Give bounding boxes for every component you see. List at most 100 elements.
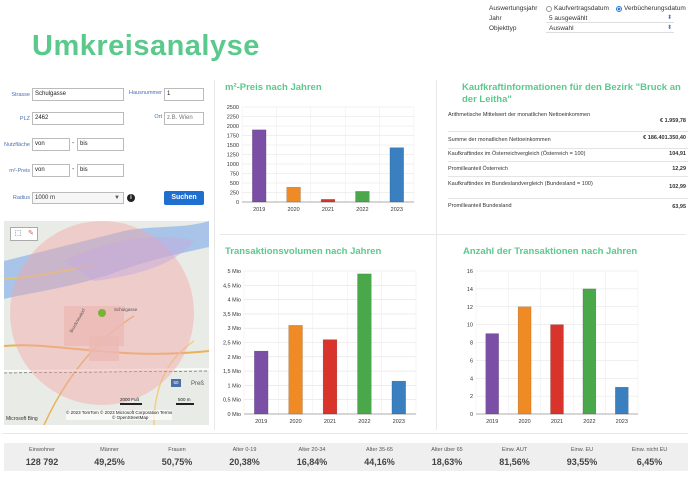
radio-kaufvertragsdatum[interactable]: Kaufvertragsdatum	[546, 5, 609, 12]
stat-label: Einwohner	[29, 447, 55, 453]
y-tick-label: 0	[236, 200, 239, 206]
y-tick-label: 3,5 Mio	[223, 312, 241, 318]
x-tick-label: 2021	[551, 419, 563, 425]
jahr-select[interactable]: 5 ausgewählt ⬍	[546, 14, 674, 23]
stat-label: Männer	[100, 447, 119, 453]
nutzflaeche-label: Nutzfläche	[4, 142, 30, 148]
y-tick-label: 2000	[227, 124, 239, 130]
x-tick-label: 2019	[253, 207, 265, 213]
map-canvas: Schulgasse Bruckneudorf	[4, 221, 209, 425]
y-tick-label: 2250	[227, 115, 239, 121]
chart-svg: 0 250 500 750 1000 1250 1500 1750 2000 2250 2500 20…	[227, 105, 415, 213]
y-tick-label: 0 Mio	[228, 412, 241, 418]
x-tick-label: 2019	[255, 419, 267, 425]
radio-dot[interactable]	[546, 5, 552, 12]
stat-value: 18,63%	[431, 457, 463, 467]
stat-label: Alter über 65	[431, 447, 463, 453]
strasse-input[interactable]: Schulgasse	[32, 88, 124, 101]
kaufkraft-value: 63,95	[672, 204, 686, 210]
kaufkraft-label: Arithmetische Mittelwert der monatlichen…	[448, 112, 591, 118]
x-tick-label: 2023	[616, 419, 628, 425]
search-button[interactable]: Suchen	[164, 191, 204, 205]
y-tick-label: 3 Mio	[228, 326, 241, 332]
info-icon[interactable]: i	[127, 194, 135, 202]
divider	[436, 80, 437, 430]
preis-von-input[interactable]: von	[32, 164, 70, 177]
radius-select[interactable]: 1000 m ▼	[32, 192, 124, 204]
jahr-label: Jahr	[489, 15, 502, 22]
preis-bis-input[interactable]: bis	[77, 164, 124, 177]
y-tick-label: 0,5 Mio	[223, 398, 241, 404]
bar	[288, 325, 303, 415]
map-attribution: © 2023 TomTom © 2023 Microsoft Corporati…	[66, 410, 173, 420]
map-toolbar: ⬚ ✎	[10, 227, 38, 241]
bar	[357, 273, 372, 415]
y-tick-label: 0	[470, 412, 473, 418]
y-tick-label: 16	[467, 269, 473, 275]
y-tick-label: 2 Mio	[228, 355, 241, 361]
objekttyp-select[interactable]: Auswahl ⬍	[546, 24, 674, 33]
x-tick-label: 2022	[358, 419, 370, 425]
objekttyp-row: Objekttyp Auswahl ⬍	[486, 24, 686, 34]
stat-value: 93,55%	[566, 457, 598, 467]
kaufkraft-row: Arithmetische Mittelwert der monatlichen…	[448, 110, 688, 132]
auswertungsjahr-label: Auswertungsjahr	[489, 5, 538, 12]
scale-right-label: 500 m	[178, 397, 191, 402]
y-tick-label: 4,5 Mio	[223, 283, 241, 289]
hausnummer-input[interactable]: 1	[164, 88, 204, 101]
kaufkraft-label: Kaufkraftindex im Österreichvergleich (Ö…	[448, 151, 586, 157]
x-tick-label: 2020	[518, 419, 530, 425]
y-tick-label: 1500	[227, 143, 239, 149]
y-tick-label: 14	[467, 287, 473, 293]
x-tick-label: 2023	[391, 207, 403, 213]
stat-item: Alter 35-65 44,16%	[348, 443, 412, 467]
transaktionsvolumen-chart: 0 Mio 0,5 Mio 1 Mio 1,5 Mio 2 Mio 2,5 Mio 3 Mi…	[218, 266, 432, 426]
bar	[322, 339, 338, 415]
kaufkraft-value: € 186.401.350,40	[643, 135, 686, 141]
stat-label: Einw. nicht EU	[631, 447, 668, 453]
x-tick-label: 2021	[324, 419, 336, 425]
bar	[615, 386, 629, 415]
stat-item: Frauen 50,75%	[145, 443, 209, 467]
objekttyp-value: Auswahl	[549, 25, 574, 32]
bar	[254, 350, 269, 415]
radius-label: Radius	[12, 195, 30, 201]
kaufkraft-label: Kaufkraftindex im Bundeslandvergleich (B…	[448, 181, 593, 187]
x-tick-label: 2021	[322, 207, 334, 213]
stat-item: Einw. nicht EU 6,45%	[618, 443, 682, 467]
stat-value: 20,38%	[229, 457, 260, 467]
y-tick-label: 1,5 Mio	[223, 369, 241, 375]
ort-input[interactable]: z.B. Wien	[164, 112, 204, 125]
radio-kaufvertragsdatum-label: Kaufvertragsdatum	[554, 5, 609, 12]
radio-dot-selected[interactable]	[616, 5, 622, 12]
hausnummer-label: Hausnummer	[128, 90, 162, 96]
stat-value: 128 792	[25, 457, 59, 467]
nutzflaeche-von-input[interactable]: von	[32, 138, 70, 151]
stat-value: 44,16%	[364, 457, 395, 467]
kaufkraft-row: Promilleanteil Österreich 12,29	[448, 162, 688, 177]
plz-input[interactable]: 2462	[32, 112, 124, 125]
road-badge: 50	[171, 379, 181, 387]
kaufkraft-row: Summe der monatlichen Nettoeinkommen € 1…	[448, 132, 688, 149]
jahr-row: Jahr 5 ausgewählt ⬍	[486, 14, 686, 24]
bar	[389, 147, 404, 203]
stat-label: Alter 20-34	[298, 447, 326, 453]
chart-svg: 0 Mio 0,5 Mio 1 Mio 1,5 Mio 2 Mio 2,5 Mio 3 Mi…	[223, 269, 417, 425]
x-tick-label: 2023	[393, 419, 405, 425]
map-attribution-osm[interactable]: © OpenStreetMap	[112, 415, 149, 420]
radio-verbuecherungsdatum[interactable]: Verbücherungsdatum	[616, 5, 686, 12]
m2-preis-chart: 0 250 500 750 1000 1250 1500 1750 2000 2250 2500 20…	[218, 102, 432, 214]
scale-left-label: 2000 Fuß	[120, 397, 140, 402]
bar	[517, 306, 532, 415]
y-tick-label: 6	[470, 358, 473, 364]
map-street-label: Schulgasse	[114, 307, 138, 312]
stat-value: 6,45%	[636, 457, 663, 467]
map-view[interactable]: Schulgasse Bruckneudorf ⬚ ✎ 50 Preß 2000…	[4, 221, 209, 425]
pencil-icon[interactable]: ✎	[28, 230, 34, 237]
stat-item: Alter 20-34 16,84%	[280, 443, 344, 467]
kaufkraft-title: Kaufkraftinformationen für den Bezirk "B…	[462, 82, 681, 105]
select-icon[interactable]: ⬚	[14, 230, 22, 237]
page-title: Umkreisanalyse	[32, 30, 260, 62]
nutzflaeche-bis-input[interactable]: bis	[77, 138, 124, 151]
range-dash: -	[72, 166, 75, 173]
